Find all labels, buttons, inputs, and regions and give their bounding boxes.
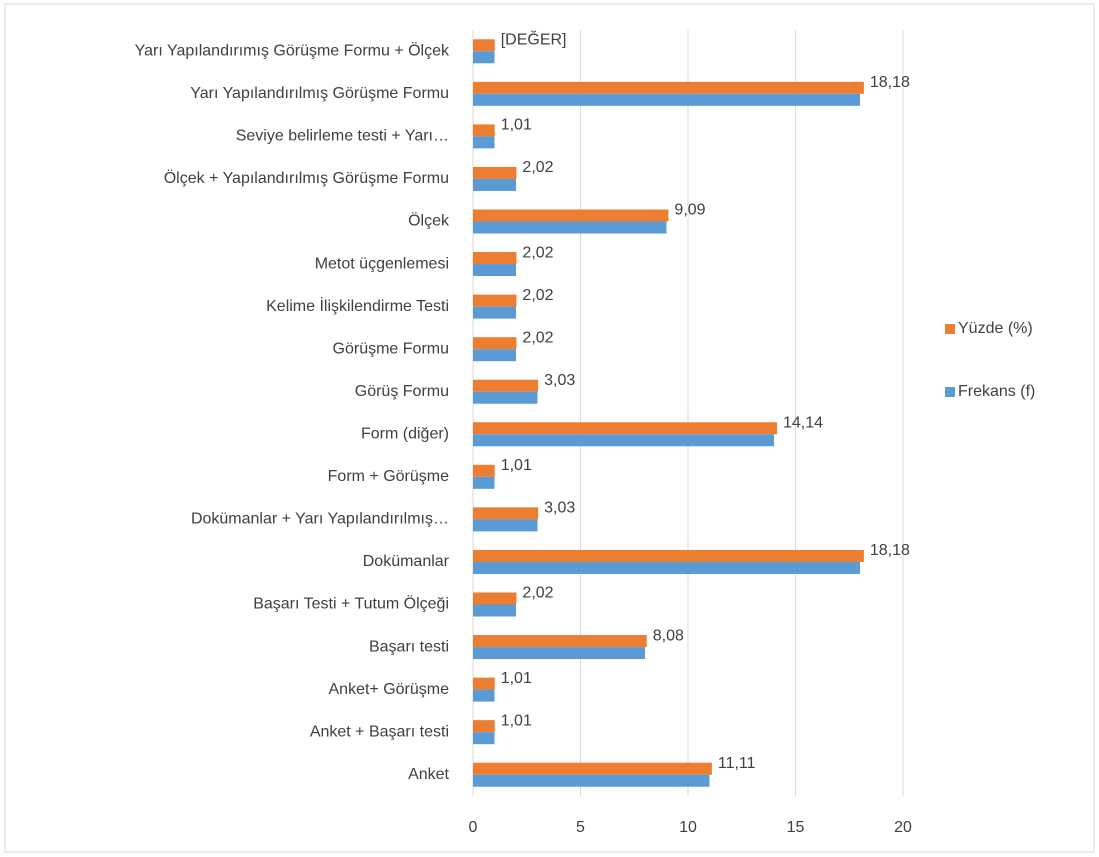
legend-label: Frekans (f) <box>958 383 1035 400</box>
bar <box>473 464 495 477</box>
bar <box>473 166 517 179</box>
bar <box>473 732 495 745</box>
y-tick-label: Başarı testi <box>369 638 449 655</box>
bar <box>473 379 539 392</box>
data-label: [DEĞER] <box>501 29 567 48</box>
y-tick-label: Ölçek + Yapılandırılmış Görüşme Formu <box>164 169 449 187</box>
data-label: 1,01 <box>501 712 532 729</box>
legend-swatch <box>945 324 955 334</box>
y-tick-label: Yarı Yapılandırımış Görüşme Formu + Ölçe… <box>135 41 450 59</box>
data-label: 2,02 <box>522 287 553 304</box>
bar <box>473 507 539 520</box>
data-label: 2,02 <box>522 159 553 176</box>
y-tick-label: Anket+ Görüşme <box>329 681 450 698</box>
bar <box>473 349 516 362</box>
data-label: 18,18 <box>870 542 910 559</box>
data-label: 3,03 <box>544 500 575 517</box>
bar <box>473 252 517 265</box>
bar <box>473 647 645 660</box>
bar <box>473 209 669 222</box>
x-tick-label: 0 <box>469 819 478 836</box>
bar <box>473 51 495 64</box>
data-label: 14,14 <box>783 414 823 431</box>
bar <box>473 39 495 52</box>
bar <box>473 762 712 775</box>
bar <box>473 689 495 702</box>
bar <box>473 136 495 149</box>
bar <box>473 391 538 404</box>
y-tick-label: Kelime İlişkilendirme Testi <box>266 296 449 315</box>
bar <box>473 306 516 319</box>
bar <box>473 604 516 617</box>
bar <box>473 422 778 435</box>
data-label: 1,01 <box>501 457 532 474</box>
bar <box>473 81 864 94</box>
bar <box>473 677 495 690</box>
y-tick-label: Görüşme Formu <box>333 340 449 357</box>
bar <box>473 720 495 733</box>
data-label: 1,01 <box>501 670 532 687</box>
data-label: 8,08 <box>653 627 684 644</box>
y-tick-label: Dokümanlar <box>363 553 450 570</box>
data-label: 3,03 <box>544 372 575 389</box>
bar <box>473 519 538 532</box>
data-label: 11,11 <box>718 755 756 772</box>
y-tick-label: Ölçek <box>408 212 450 230</box>
data-label: 1,01 <box>501 117 532 134</box>
legend-swatch <box>945 387 955 397</box>
x-tick-label: 20 <box>894 819 912 836</box>
bar <box>473 294 517 307</box>
data-label: 2,02 <box>522 585 553 602</box>
legend-label: Yüzde (%) <box>958 320 1033 337</box>
y-tick-label: Görüş Formu <box>355 383 449 400</box>
bar <box>473 124 495 137</box>
bar <box>473 434 774 447</box>
y-tick-label: Form (diğer) <box>361 425 449 442</box>
y-tick-label: Anket + Başarı testi <box>310 723 449 740</box>
y-tick-label: Seviye belirleme testi + Yarı… <box>236 128 449 145</box>
bar <box>473 178 516 191</box>
bar <box>473 549 864 562</box>
data-label: 2,02 <box>522 244 553 261</box>
y-tick-label: Form + Görüşme <box>328 468 449 485</box>
bar <box>473 635 647 648</box>
bar <box>473 93 860 106</box>
data-label: 18,18 <box>870 74 910 91</box>
y-tick-label: Metot üçgenlemesi <box>315 255 449 272</box>
x-tick-label: 5 <box>576 819 585 836</box>
bar <box>473 774 710 787</box>
bar <box>473 476 495 489</box>
y-tick-label: Başarı Testi + Tutum Ölçeği <box>253 595 449 613</box>
bar <box>473 561 860 574</box>
bar <box>473 264 516 277</box>
bar <box>473 337 517 350</box>
x-tick-label: 15 <box>787 819 805 836</box>
bar <box>473 592 517 605</box>
data-label: 2,02 <box>522 329 553 346</box>
y-tick-label: Dokümanlar + Yarı Yapılandırılmış… <box>191 511 449 528</box>
y-tick-label: Anket <box>408 766 449 783</box>
bar <box>473 221 667 234</box>
y-tick-label: Yarı Yapılandırılmış Görüşme Formu <box>190 85 449 102</box>
x-tick-label: 10 <box>679 819 697 836</box>
data-label: 9,09 <box>674 202 705 219</box>
